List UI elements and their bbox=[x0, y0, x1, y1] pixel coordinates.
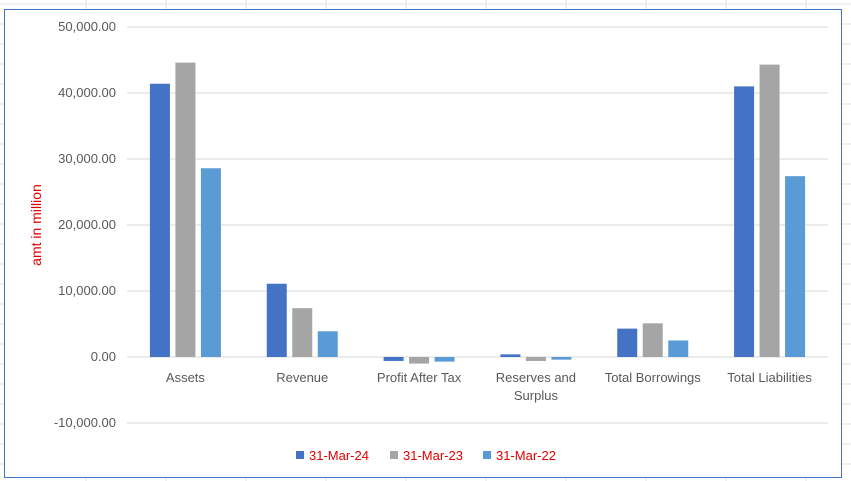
legend-swatch bbox=[390, 451, 398, 459]
y-tick-label: 0.00 bbox=[91, 349, 116, 364]
x-category-label: Profit After Tax bbox=[377, 370, 462, 385]
bar[interactable] bbox=[642, 323, 663, 357]
y-tick-label: 40,000.00 bbox=[58, 85, 116, 100]
x-category-label: Surplus bbox=[514, 388, 559, 403]
bar[interactable] bbox=[551, 357, 572, 360]
bar[interactable] bbox=[266, 283, 287, 357]
bar[interactable] bbox=[785, 176, 806, 357]
bar[interactable] bbox=[317, 331, 338, 357]
y-tick-label: -10,000.00 bbox=[54, 415, 116, 430]
y-tick-label: 50,000.00 bbox=[58, 19, 116, 34]
legend-label: 31-Mar-24 bbox=[309, 448, 369, 463]
bar[interactable] bbox=[175, 62, 196, 357]
bar[interactable] bbox=[668, 340, 689, 358]
bar[interactable] bbox=[734, 86, 755, 358]
bar[interactable] bbox=[500, 354, 521, 357]
bar[interactable] bbox=[383, 357, 404, 361]
y-tick-label: 20,000.00 bbox=[58, 217, 116, 232]
legend: 31-Mar-24 31-Mar-23 31-Mar-22 bbox=[296, 448, 556, 463]
x-category-label: Revenue bbox=[276, 370, 328, 385]
x-category-label: Reserves and bbox=[496, 370, 576, 385]
x-category-label: Total Borrowings bbox=[605, 370, 702, 385]
x-axis-category-labels: Assets Revenue Profit After Tax Reserves an… bbox=[166, 370, 812, 403]
bar[interactable] bbox=[617, 328, 638, 357]
chart-bars bbox=[149, 62, 806, 364]
bar[interactable] bbox=[434, 357, 455, 362]
x-category-label: Total Liabilities bbox=[727, 370, 812, 385]
bar[interactable] bbox=[759, 64, 780, 358]
legend-swatch bbox=[296, 451, 304, 459]
bar[interactable] bbox=[200, 168, 221, 357]
y-tick-label: 30,000.00 bbox=[58, 151, 116, 166]
legend-label: 31-Mar-23 bbox=[403, 448, 463, 463]
chart-area[interactable] bbox=[4, 9, 842, 478]
x-category-label: Assets bbox=[166, 370, 206, 385]
y-tick-label: 10,000.00 bbox=[58, 283, 116, 298]
chart-gridlines bbox=[127, 26, 828, 424]
legend-swatch bbox=[483, 451, 491, 459]
y-axis-tick-labels: 50,000.00 40,000.00 30,000.00 20,000.00 10,0… bbox=[54, 19, 116, 430]
bar[interactable] bbox=[149, 83, 170, 357]
legend-label: 31-Mar-22 bbox=[496, 448, 556, 463]
bar[interactable] bbox=[409, 357, 430, 364]
bar[interactable] bbox=[525, 357, 546, 361]
bar[interactable] bbox=[292, 308, 313, 357]
y-axis-title: amt in million bbox=[28, 184, 44, 266]
